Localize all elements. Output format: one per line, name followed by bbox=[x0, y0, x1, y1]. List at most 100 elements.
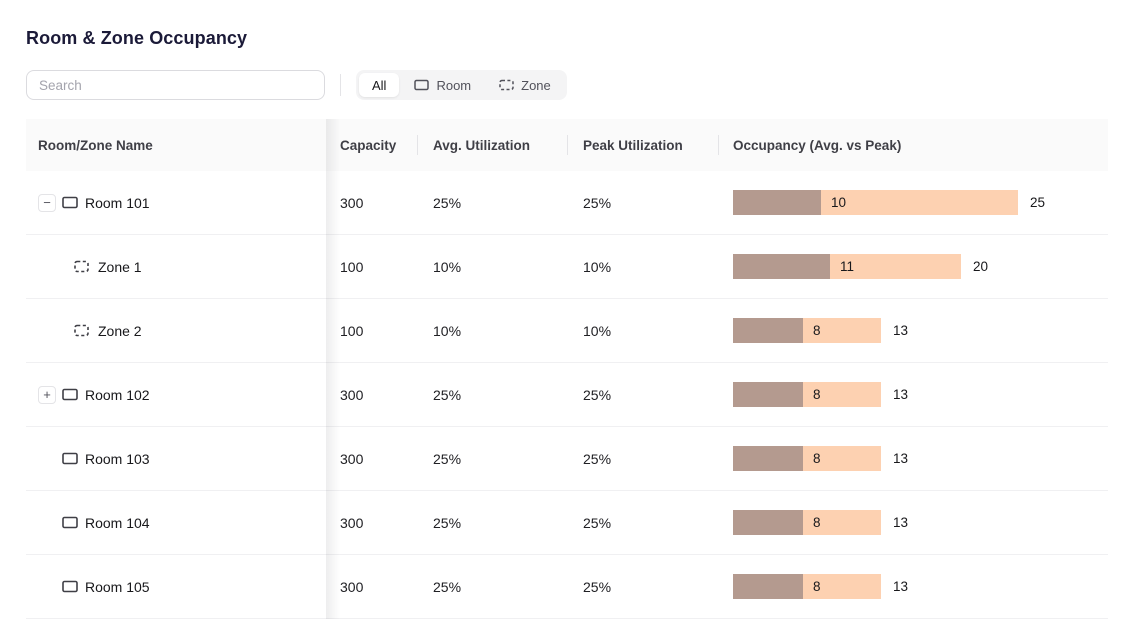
occupancy-bar: 8 13 bbox=[733, 574, 908, 599]
tab-all-label: All bbox=[372, 77, 387, 93]
row-name-cell: − Room 101 bbox=[26, 193, 328, 212]
occupancy-avg-bar bbox=[733, 190, 821, 215]
column-header-name: Room/Zone Name bbox=[38, 137, 153, 153]
occupancy-peak-bar: 8 bbox=[803, 510, 881, 535]
controls-bar: All Room Zone bbox=[26, 70, 1106, 100]
tab-zone-label: Zone bbox=[521, 77, 551, 93]
toggle-spacer bbox=[38, 578, 56, 596]
peak-utilization-cell: 25% bbox=[583, 514, 612, 531]
tab-all[interactable]: All bbox=[359, 73, 400, 97]
occupancy-peak-value: 20 bbox=[973, 259, 989, 274]
occupancy-cell: 11 20 bbox=[718, 254, 1108, 279]
occupancy-peak-bar: 8 bbox=[803, 318, 881, 343]
occupancy-avg-bar bbox=[733, 254, 830, 279]
expand-toggle-button[interactable]: − bbox=[38, 193, 56, 212]
row-name-cell: Room 105 bbox=[26, 578, 328, 596]
occupancy-peak-bar: 11 bbox=[830, 254, 961, 279]
toggle-spacer bbox=[38, 450, 56, 468]
table-row: Zone 2 100 10% 10% 8 13 bbox=[26, 299, 1108, 363]
occupancy-peak-bar: 8 bbox=[803, 574, 881, 599]
table-row: + Room 102 300 25% 25% 8 13 bbox=[26, 363, 1108, 427]
avg-utilization-cell: 25% bbox=[433, 578, 462, 595]
room-icon bbox=[62, 516, 78, 529]
room-icon bbox=[62, 388, 78, 401]
capacity-cell: 300 bbox=[340, 194, 364, 211]
occupancy-peak-bar: 8 bbox=[803, 382, 881, 407]
row-name-cell: Zone 2 bbox=[26, 323, 328, 339]
occupancy-bar: 8 13 bbox=[733, 446, 908, 471]
occupancy-avg-bar bbox=[733, 382, 803, 407]
room-icon bbox=[62, 580, 78, 593]
row-label: Room 102 bbox=[85, 386, 150, 403]
row-label: Room 103 bbox=[85, 450, 150, 467]
occupancy-bar: 11 20 bbox=[733, 254, 988, 279]
occupancy-peak-bar: 10 bbox=[821, 190, 1018, 215]
tab-zone[interactable]: Zone bbox=[486, 73, 564, 97]
row-name-cell: + Room 102 bbox=[26, 385, 328, 404]
peak-utilization-cell: 25% bbox=[583, 578, 612, 595]
table-row: Zone 1 100 10% 10% 11 20 bbox=[26, 235, 1108, 299]
tab-room-label: Room bbox=[436, 77, 472, 93]
table-row: − Room 101 300 25% 25% 10 25 bbox=[26, 171, 1108, 235]
zone-icon bbox=[74, 324, 89, 337]
occupancy-avg-value: 11 bbox=[840, 259, 855, 274]
occupancy-peak-value: 13 bbox=[893, 387, 909, 402]
occupancy-peak-value: 13 bbox=[893, 451, 909, 466]
page-title: Room & Zone Occupancy bbox=[26, 28, 248, 48]
peak-utilization-cell: 25% bbox=[583, 450, 612, 467]
column-header-peak-utilization: Peak Utilization bbox=[567, 119, 718, 171]
room-icon bbox=[62, 452, 78, 465]
occupancy-avg-bar bbox=[733, 446, 803, 471]
occupancy-bar: 8 13 bbox=[733, 510, 908, 535]
occupancy-table: Room/Zone Name Capacity Avg. Utilization… bbox=[26, 119, 1108, 619]
peak-utilization-cell: 25% bbox=[583, 194, 612, 211]
room-icon bbox=[414, 79, 430, 91]
table-row: Room 105 300 25% 25% 8 13 bbox=[26, 555, 1108, 619]
occupancy-avg-value: 8 bbox=[813, 323, 821, 338]
avg-utilization-cell: 25% bbox=[433, 514, 462, 531]
occupancy-cell: 8 13 bbox=[718, 510, 1108, 535]
table-row: Room 104 300 25% 25% 8 13 bbox=[26, 491, 1108, 555]
capacity-cell: 100 bbox=[340, 258, 364, 275]
occupancy-bar: 10 25 bbox=[733, 190, 1045, 215]
row-label: Room 101 bbox=[85, 194, 150, 211]
expand-toggle-button[interactable]: + bbox=[38, 385, 56, 404]
avg-utilization-cell: 25% bbox=[433, 386, 462, 403]
row-label: Room 104 bbox=[85, 514, 150, 531]
capacity-cell: 300 bbox=[340, 450, 364, 467]
avg-utilization-cell: 10% bbox=[433, 322, 462, 339]
occupancy-bar: 8 13 bbox=[733, 318, 908, 343]
table-row: Room 103 300 25% 25% 8 13 bbox=[26, 427, 1108, 491]
occupancy-cell: 8 13 bbox=[718, 382, 1108, 407]
capacity-cell: 300 bbox=[340, 386, 364, 403]
occupancy-avg-value: 8 bbox=[813, 515, 821, 530]
occupancy-avg-value: 8 bbox=[813, 451, 821, 466]
capacity-cell: 300 bbox=[340, 514, 364, 531]
column-header-occupancy: Occupancy (Avg. vs Peak) bbox=[718, 119, 1108, 171]
avg-utilization-cell: 25% bbox=[433, 450, 462, 467]
occupancy-avg-value: 8 bbox=[813, 579, 821, 594]
avg-utilization-cell: 10% bbox=[433, 258, 462, 275]
room-icon bbox=[62, 196, 78, 209]
occupancy-cell: 8 13 bbox=[718, 574, 1108, 599]
column-header-avg-utilization: Avg. Utilization bbox=[417, 119, 567, 171]
occupancy-peak-value: 13 bbox=[893, 579, 909, 594]
toggle-spacer bbox=[38, 514, 56, 532]
occupancy-avg-bar bbox=[733, 318, 803, 343]
tab-room[interactable]: Room bbox=[401, 73, 484, 97]
zone-icon bbox=[499, 79, 514, 91]
occupancy-avg-value: 8 bbox=[813, 387, 821, 402]
occupancy-avg-bar bbox=[733, 574, 803, 599]
avg-utilization-cell: 25% bbox=[433, 194, 462, 211]
capacity-cell: 100 bbox=[340, 322, 364, 339]
occupancy-peak-value: 13 bbox=[893, 515, 909, 530]
occupancy-cell: 8 13 bbox=[718, 446, 1108, 471]
row-label: Zone 1 bbox=[98, 258, 142, 275]
row-label: Room 105 bbox=[85, 578, 150, 595]
occupancy-avg-bar bbox=[733, 510, 803, 535]
table-body: − Room 101 300 25% 25% 10 25 bbox=[26, 171, 1108, 619]
occupancy-peak-value: 13 bbox=[893, 323, 909, 338]
row-name-cell: Room 104 bbox=[26, 514, 328, 532]
column-header-capacity: Capacity bbox=[340, 137, 397, 153]
search-input[interactable] bbox=[26, 70, 325, 100]
